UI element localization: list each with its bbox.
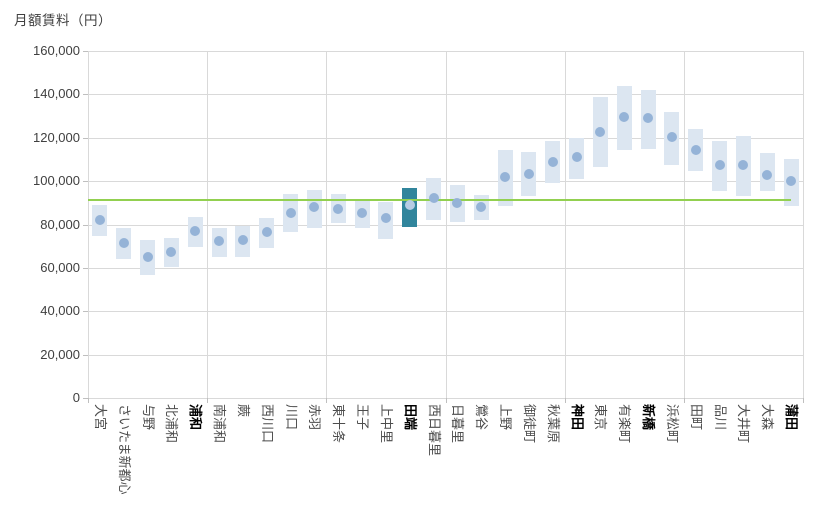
x-axis-label-station: 大宮: [92, 404, 108, 431]
median-rent-dot: [285, 207, 296, 218]
x-axis-label-station: 与野: [140, 404, 156, 431]
y-axis-label: 20,000: [40, 346, 80, 362]
x-axis-label-station: 田町: [688, 404, 704, 431]
median-rent-dot: [714, 159, 725, 170]
median-rent-dot: [476, 202, 487, 213]
x-axis-tick: [445, 398, 447, 403]
x-axis-tick: [207, 398, 209, 403]
median-rent-dot: [333, 204, 344, 215]
y-axis-tick: [83, 137, 88, 139]
grid-line-vertical: [803, 51, 804, 398]
median-rent-dot: [309, 202, 320, 213]
y-axis-label: 80,000: [40, 216, 80, 232]
grid-line-vertical: [88, 51, 89, 398]
x-axis-tick: [683, 398, 685, 403]
median-rent-dot: [666, 131, 677, 142]
grid-line-vertical: [207, 51, 209, 398]
median-rent-dot: [380, 212, 391, 223]
x-axis-label-station: 新橋: [641, 404, 657, 431]
y-axis-tick: [83, 181, 88, 183]
x-axis-tick: [803, 398, 804, 403]
median-rent-dot: [94, 215, 105, 226]
average-rent-line: [88, 198, 791, 201]
median-rent-dot: [500, 171, 511, 182]
x-axis-label-station: 大井町: [736, 404, 752, 444]
y-axis-tick: [83, 51, 88, 52]
x-axis-label-station: 浦和: [188, 404, 204, 431]
median-rent-dot: [428, 193, 439, 204]
median-rent-dot: [571, 152, 582, 163]
x-axis-label-station: 西川口: [259, 404, 275, 444]
y-axis-tick: [83, 267, 88, 269]
x-axis-label-station: 御徒町: [521, 404, 537, 444]
x-axis-label-station: 蕨: [235, 404, 251, 418]
median-rent-dot: [166, 246, 177, 257]
x-axis-tick: [88, 398, 89, 403]
x-axis-label-station: 大森: [760, 404, 776, 431]
x-axis-label-station: 浜松町: [664, 404, 680, 444]
x-axis-tick: [564, 398, 566, 403]
x-axis-label-station: 上野: [498, 404, 514, 431]
x-axis-label-station: 有楽町: [617, 404, 633, 444]
median-rent-dot: [786, 176, 797, 187]
grid-line-vertical: [564, 51, 566, 398]
x-axis-label-station: 東京: [593, 404, 609, 431]
median-rent-dot: [595, 127, 606, 138]
x-axis-label-station: 北浦和: [164, 404, 180, 444]
y-axis-label: 140,000: [33, 86, 80, 102]
y-axis-label: 60,000: [40, 259, 80, 275]
x-axis-label-station: 秋葉原: [545, 404, 561, 444]
y-axis-label: 160,000: [33, 43, 80, 58]
y-axis-tick: [83, 398, 88, 399]
median-rent-dot: [619, 112, 630, 123]
y-axis-label: 40,000: [40, 303, 80, 319]
y-axis-tick: [83, 224, 88, 226]
x-axis-label-station: 南浦和: [212, 404, 228, 444]
x-axis-label-station: 蒲田: [784, 404, 800, 431]
y-axis-label: 100,000: [33, 173, 80, 189]
median-rent-dot: [523, 168, 534, 179]
y-axis-label: 120,000: [33, 129, 80, 145]
y-axis-tick: [83, 311, 88, 313]
median-rent-dot: [118, 237, 129, 248]
median-rent-dot: [762, 169, 773, 180]
x-axis-label-station: 品川: [712, 404, 728, 431]
median-rent-dot: [357, 207, 368, 218]
y-axis-label: 0: [72, 390, 80, 405]
median-rent-dot: [547, 156, 558, 167]
y-axis-tick: [83, 354, 88, 356]
y-axis-tick: [83, 94, 88, 96]
median-rent-dot: [261, 227, 272, 238]
x-axis-label-station: 川口: [283, 404, 299, 431]
median-rent-dot: [190, 226, 201, 236]
median-rent-dot: [452, 197, 463, 208]
x-axis-label-station: 上中里: [378, 404, 394, 444]
x-axis-label-station: 日暮里: [450, 404, 466, 444]
y-axis-title: 月額賃料（円）: [14, 13, 112, 28]
median-rent-dot: [643, 113, 654, 124]
grid-line-vertical: [326, 51, 328, 398]
x-axis-label-station: 神田: [569, 404, 585, 431]
x-axis-label-station: 赤羽: [307, 404, 323, 431]
median-rent-dot: [237, 234, 248, 245]
x-axis-label-station: 東十条: [331, 404, 347, 444]
x-axis-label-station: 王子: [355, 404, 371, 431]
median-rent-dot: [142, 252, 153, 263]
x-axis-label-station: 田端: [402, 404, 418, 431]
median-rent-dot: [214, 235, 225, 246]
x-axis-label-station: 鶯谷: [474, 404, 490, 431]
median-rent-dot: [738, 159, 749, 170]
grid-line-vertical: [445, 51, 447, 398]
median-rent-dot: [690, 144, 701, 155]
grid-line-vertical: [683, 51, 685, 398]
x-axis-label-station: 西日暮里: [426, 404, 442, 457]
x-axis-tick: [326, 398, 328, 403]
x-axis-label-station: さいたま新都心: [116, 404, 132, 495]
median-rent-dot: [404, 199, 415, 210]
